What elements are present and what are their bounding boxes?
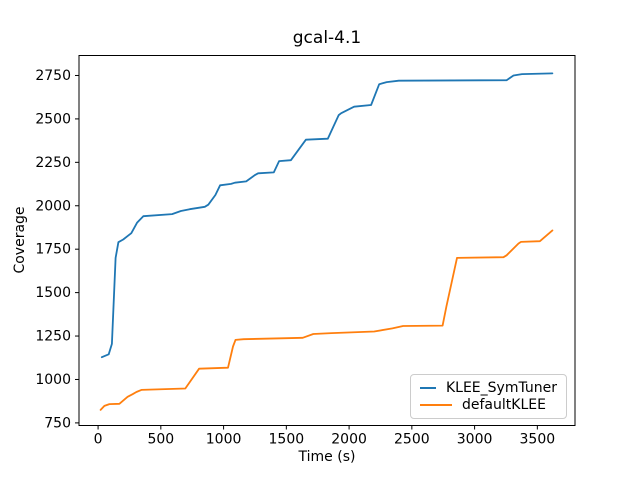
x-tick-label: 2500 [394,432,430,448]
y-tick-label: 2500 [35,111,71,127]
y-tick-label: 1250 [35,329,71,345]
x-tick-label: 1000 [206,432,242,448]
legend-label: defaultKLEE [462,396,546,413]
axes-spines [78,55,576,426]
x-tick-label: 500 [147,432,174,448]
y-tick-label: 1750 [35,242,71,258]
legend-entry: KLEE_SymTuner [420,381,557,395]
y-tick-label: 1000 [35,372,71,388]
legend-line-sample [420,387,436,390]
y-tick-label: 2000 [35,198,71,214]
series-line-KLEE_SymTuner [100,72,554,359]
x-tick-label: 3000 [457,432,493,448]
y-tick-label: 2250 [35,155,71,171]
y-axis-label: Coverage [12,206,28,274]
x-axis-label: Time (s) [298,449,356,465]
y-tick-label: 2750 [35,68,71,84]
series-line-defaultKLEE [99,229,554,411]
legend-label: KLEE_SymTuner [445,380,557,397]
y-tick-label: 750 [44,415,71,431]
chart-title: gcal-4.1 [292,28,362,48]
legend: KLEE_SymTuner defaultKLEE [410,374,567,419]
legend-line-sample [420,403,452,406]
x-tick-label: 2000 [331,432,367,448]
x-tick-label: 1500 [269,432,305,448]
legend-entry: defaultKLEE [420,398,557,412]
x-tick-label: 3500 [520,432,556,448]
y-tick-label: 1500 [35,285,71,301]
x-tick-label: 0 [94,432,103,448]
